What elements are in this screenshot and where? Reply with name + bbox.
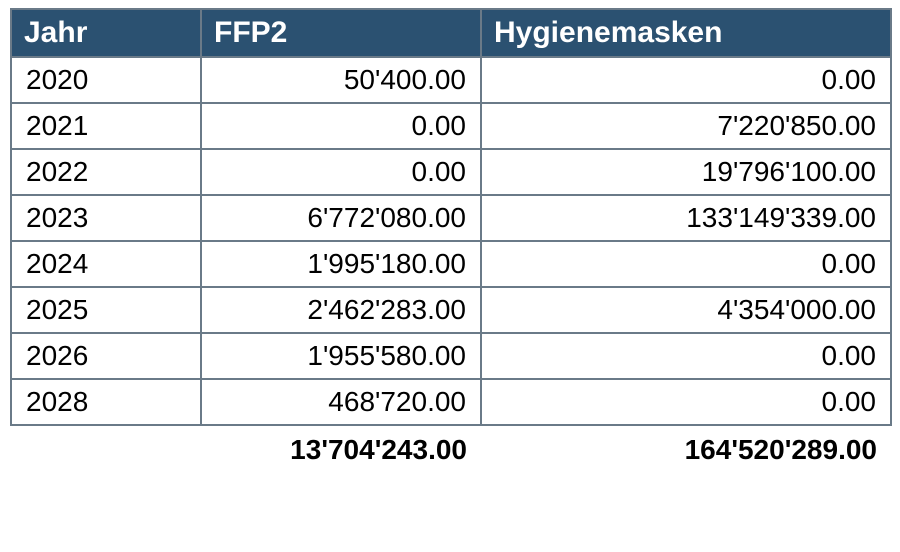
- table-row: 20210.007'220'850.00: [11, 103, 891, 149]
- cell-hyg: 0.00: [481, 379, 891, 425]
- table-row: 20236'772'080.00133'149'339.00: [11, 195, 891, 241]
- mask-table: Jahr FFP2 Hygienemasken 202050'400.000.0…: [10, 8, 892, 472]
- cell-hyg: 0.00: [481, 241, 891, 287]
- cell-ffp2: 1'955'580.00: [201, 333, 481, 379]
- cell-hyg: 4'354'000.00: [481, 287, 891, 333]
- table-row: 20220.0019'796'100.00: [11, 149, 891, 195]
- col-header-year: Jahr: [11, 9, 201, 57]
- cell-year: 2026: [11, 333, 201, 379]
- table-row: 20261'955'580.000.00: [11, 333, 891, 379]
- cell-ffp2: 0.00: [201, 103, 481, 149]
- cell-ffp2: 1'995'180.00: [201, 241, 481, 287]
- cell-ffp2: 6'772'080.00: [201, 195, 481, 241]
- cell-year: 2023: [11, 195, 201, 241]
- cell-year: 2020: [11, 57, 201, 103]
- cell-hyg: 0.00: [481, 57, 891, 103]
- cell-year: 2021: [11, 103, 201, 149]
- cell-year: 2022: [11, 149, 201, 195]
- totals-ffp2: 13'704'243.00: [201, 425, 481, 472]
- cell-hyg: 7'220'850.00: [481, 103, 891, 149]
- cell-hyg: 0.00: [481, 333, 891, 379]
- col-header-ffp2: FFP2: [201, 9, 481, 57]
- table-row: 202050'400.000.00: [11, 57, 891, 103]
- cell-hyg: 133'149'339.00: [481, 195, 891, 241]
- cell-ffp2: 0.00: [201, 149, 481, 195]
- cell-ffp2: 468'720.00: [201, 379, 481, 425]
- header-row: Jahr FFP2 Hygienemasken: [11, 9, 891, 57]
- totals-row: 13'704'243.00164'520'289.00: [11, 425, 891, 472]
- table-row: 20252'462'283.004'354'000.00: [11, 287, 891, 333]
- cell-year: 2024: [11, 241, 201, 287]
- cell-year: 2028: [11, 379, 201, 425]
- cell-hyg: 19'796'100.00: [481, 149, 891, 195]
- table-row: 20241'995'180.000.00: [11, 241, 891, 287]
- totals-year: [11, 425, 201, 472]
- cell-ffp2: 50'400.00: [201, 57, 481, 103]
- cell-year: 2025: [11, 287, 201, 333]
- col-header-hyg: Hygienemasken: [481, 9, 891, 57]
- table-row: 2028468'720.000.00: [11, 379, 891, 425]
- cell-ffp2: 2'462'283.00: [201, 287, 481, 333]
- totals-hyg: 164'520'289.00: [481, 425, 891, 472]
